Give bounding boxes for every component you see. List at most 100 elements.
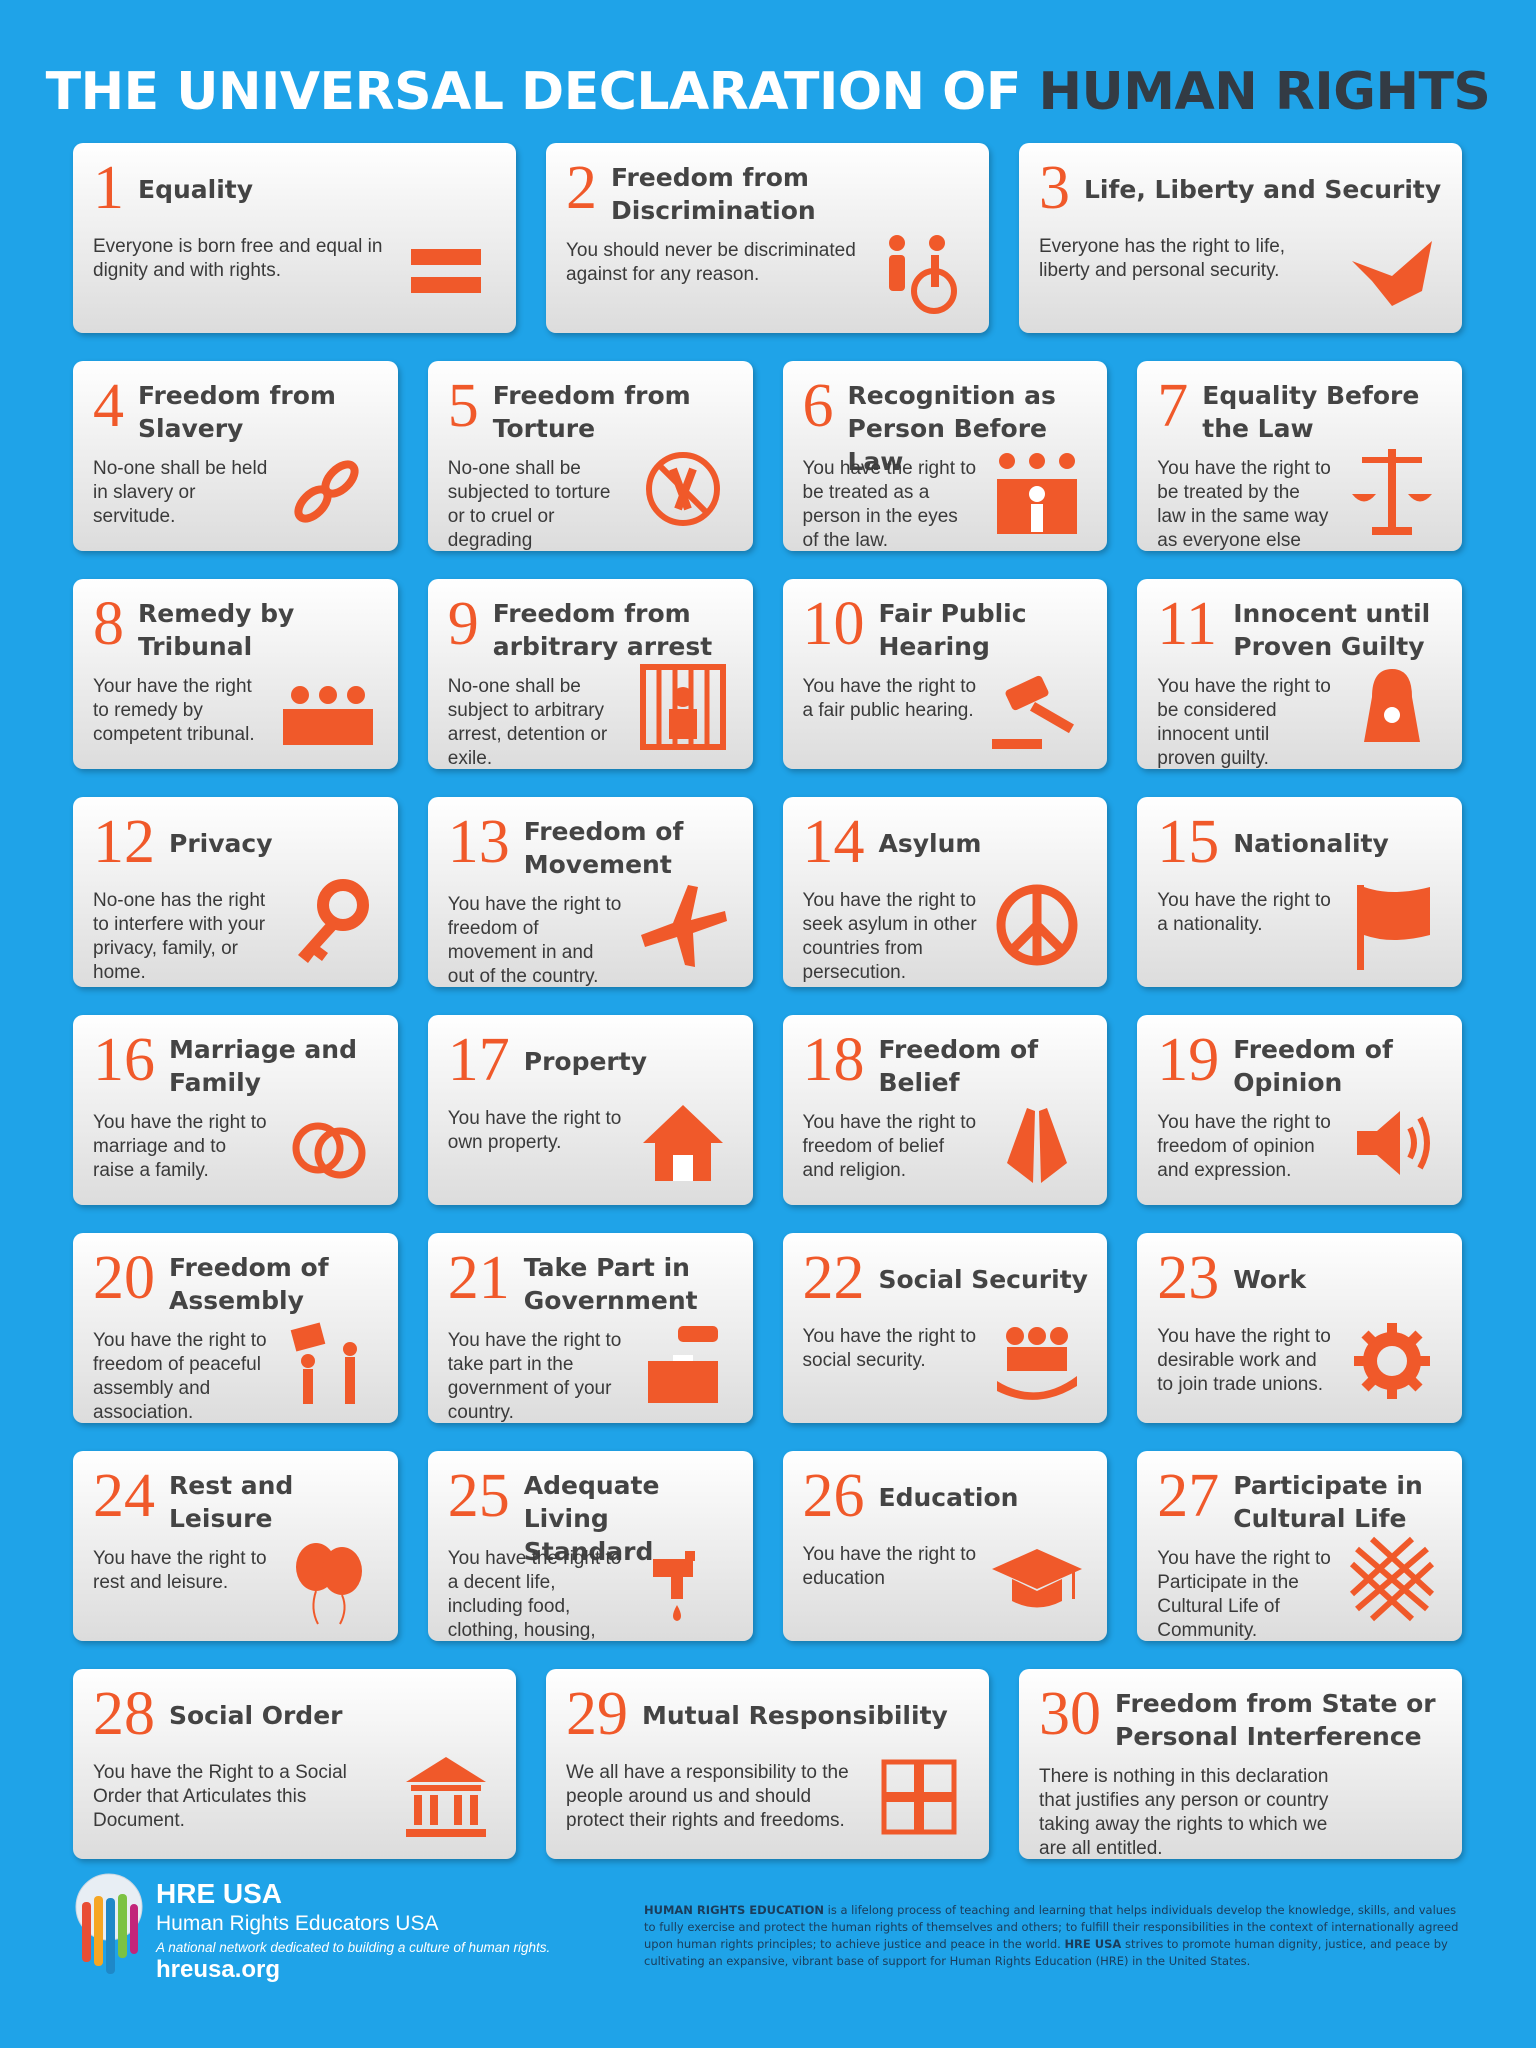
card-number: 27 xyxy=(1157,1462,1220,1530)
card-text: You have the right to freedom of movemen… xyxy=(447,894,622,987)
card-number: 5 xyxy=(447,372,479,440)
card-text: Everyone has the right to life, liberty … xyxy=(1039,236,1286,281)
card-number: 3 xyxy=(1039,154,1070,222)
card-title: Freedom from State or Personal Interfere… xyxy=(1115,1689,1436,1751)
card-number: 13 xyxy=(447,808,510,876)
card-number: 30 xyxy=(1039,1680,1101,1748)
card-text: There is nothing in this declaration tha… xyxy=(1039,1766,1329,1859)
card-text: No-one shall be held in slavery or servi… xyxy=(93,458,268,527)
card-title: Freedom from Torture xyxy=(492,381,691,443)
card-icon xyxy=(411,249,481,293)
card-icon xyxy=(1352,241,1432,306)
card: 26 Education You have the right to educati… xyxy=(782,1451,1108,1641)
card-icon xyxy=(997,1327,1078,1400)
card: 25 Adequate Living Standard You have the r… xyxy=(427,1451,753,1641)
card-number: 26 xyxy=(802,1462,865,1530)
card-title: Property xyxy=(523,1047,648,1076)
card-icon xyxy=(1357,885,1430,970)
card-title: Equality Before the Law xyxy=(1202,381,1420,443)
card-text: You have the right to a nationality. xyxy=(1157,890,1331,935)
about-text: is a lifelong process of teaching and le… xyxy=(644,1903,1459,1951)
card: 28 Social Order You have the Right to a So… xyxy=(73,1669,516,1859)
card: 22 Social Security You have the right to s… xyxy=(782,1233,1108,1423)
title-light: THE UNIVERSAL DECLARATION OF xyxy=(45,62,1022,122)
title-dark: HUMAN RIGHTS xyxy=(1038,62,1491,122)
card-title: Recognition as Person Before Law xyxy=(847,381,1056,476)
card: 11 Innocent until Proven Guilty You have t… xyxy=(1137,579,1462,769)
card-icon xyxy=(996,884,1078,966)
card: 16 Marriage and Family You have the right … xyxy=(73,1015,398,1205)
card-title: Innocent until Proven Guilty xyxy=(1233,599,1431,661)
card: 4 Freedom from Slavery No-one shall be hel… xyxy=(73,361,398,551)
card-number: 20 xyxy=(93,1244,155,1312)
card-title: Mutual Responsibility xyxy=(642,1701,948,1730)
card-text: You have the Right to a Social Order tha… xyxy=(93,1762,347,1831)
about-bold: HRE USA xyxy=(1064,1937,1122,1951)
card-title: Rest and Leisure xyxy=(169,1471,294,1533)
card: 21 Take Part in Government You have the ri… xyxy=(427,1233,753,1423)
card-title: Freedom from Slavery xyxy=(138,381,336,443)
card-icon xyxy=(652,1551,695,1621)
card-text: You have the right to take part in the g… xyxy=(447,1330,622,1423)
card-icon xyxy=(645,452,720,526)
card-title: Freedom of Movement xyxy=(523,817,684,879)
card-number: 16 xyxy=(93,1026,155,1094)
card-text: You have the right to rest and leisure. xyxy=(93,1548,267,1593)
card: 18 Freedom of Belief You have the right to… xyxy=(782,1015,1108,1205)
card-number: 18 xyxy=(802,1026,865,1094)
card-icon xyxy=(1007,1108,1068,1183)
about-text: strives to promote human dignity, justic… xyxy=(644,1937,1448,1968)
card-number: 4 xyxy=(93,372,124,440)
card: 30 Freedom from State or Personal Interfe… xyxy=(1019,1669,1462,1859)
card-icon xyxy=(1357,1111,1430,1175)
card-icon xyxy=(992,675,1075,749)
card: 23 Work You have the right to desirable wo… xyxy=(1137,1233,1462,1423)
card-title: Freedom of Opinion xyxy=(1233,1035,1393,1097)
card-number: 19 xyxy=(1157,1026,1220,1094)
card-number: 8 xyxy=(93,590,124,658)
card-number: 25 xyxy=(447,1462,510,1530)
card-text: You have the right to be treated by the … xyxy=(1157,458,1331,551)
card-text: You have the right to be treated as a pe… xyxy=(802,458,977,551)
card-icon xyxy=(294,460,359,523)
card-text: You have the right to a fair public hear… xyxy=(802,676,977,721)
card: 17 Property You have the right to own prop… xyxy=(427,1015,753,1205)
card: 20 Freedom of Assembly You have the right … xyxy=(73,1233,398,1423)
card-icon xyxy=(1349,1536,1435,1622)
card-title: Nationality xyxy=(1233,829,1389,858)
card-icon xyxy=(642,1105,723,1181)
card: 6 Recognition as Person Before Law You hav… xyxy=(782,361,1108,551)
card-number: 23 xyxy=(1157,1244,1220,1312)
tagline: A national network dedicated to building… xyxy=(156,1940,551,1955)
card-number: 12 xyxy=(93,808,155,876)
card-number: 28 xyxy=(93,1680,155,1748)
card-title: Life, Liberty and Security xyxy=(1084,175,1442,204)
card-text: You have the right to seek asylum in oth… xyxy=(802,890,977,983)
card: 15 Nationality You have the right to a nat… xyxy=(1137,797,1462,987)
card-text: You have the right to social security. xyxy=(802,1326,977,1371)
card-title: Fair Public Hearing xyxy=(878,599,1027,661)
org-full: Human Rights Educators USA xyxy=(156,1912,439,1935)
card-text: You have the right to education xyxy=(802,1544,977,1589)
card-text: You have the right to marriage and to ra… xyxy=(93,1112,267,1181)
card-number: 15 xyxy=(1157,808,1220,876)
card-text: You have the right to Participate in the… xyxy=(1157,1548,1331,1641)
card-icon xyxy=(640,885,727,967)
card-number: 2 xyxy=(566,154,597,222)
card-title: Freedom from arbitrary arrest xyxy=(492,599,713,661)
card-title: Marriage and Family xyxy=(169,1035,357,1097)
card-text: Your have the right to remedy by compete… xyxy=(93,676,255,745)
card: 2 Freedom from Discrimination You should n… xyxy=(546,143,989,333)
card: 24 Rest and Leisure You have the right to … xyxy=(73,1451,398,1641)
card-icon xyxy=(1354,1323,1430,1399)
card-number: 9 xyxy=(447,590,479,658)
card-text: You have the right to a decent life, inc… xyxy=(447,1548,622,1641)
title: THE UNIVERSAL DECLARATION OF HUMAN RIGHT… xyxy=(0,62,1536,122)
card: 1 Equality Everyone is born free and equal… xyxy=(73,143,516,333)
card-number: 1 xyxy=(93,154,124,222)
card-title: Freedom of Belief xyxy=(878,1035,1039,1097)
card-number: 24 xyxy=(93,1462,155,1530)
card-number: 10 xyxy=(802,590,865,658)
about-bold: HUMAN RIGHTS EDUCATION xyxy=(644,1903,824,1917)
